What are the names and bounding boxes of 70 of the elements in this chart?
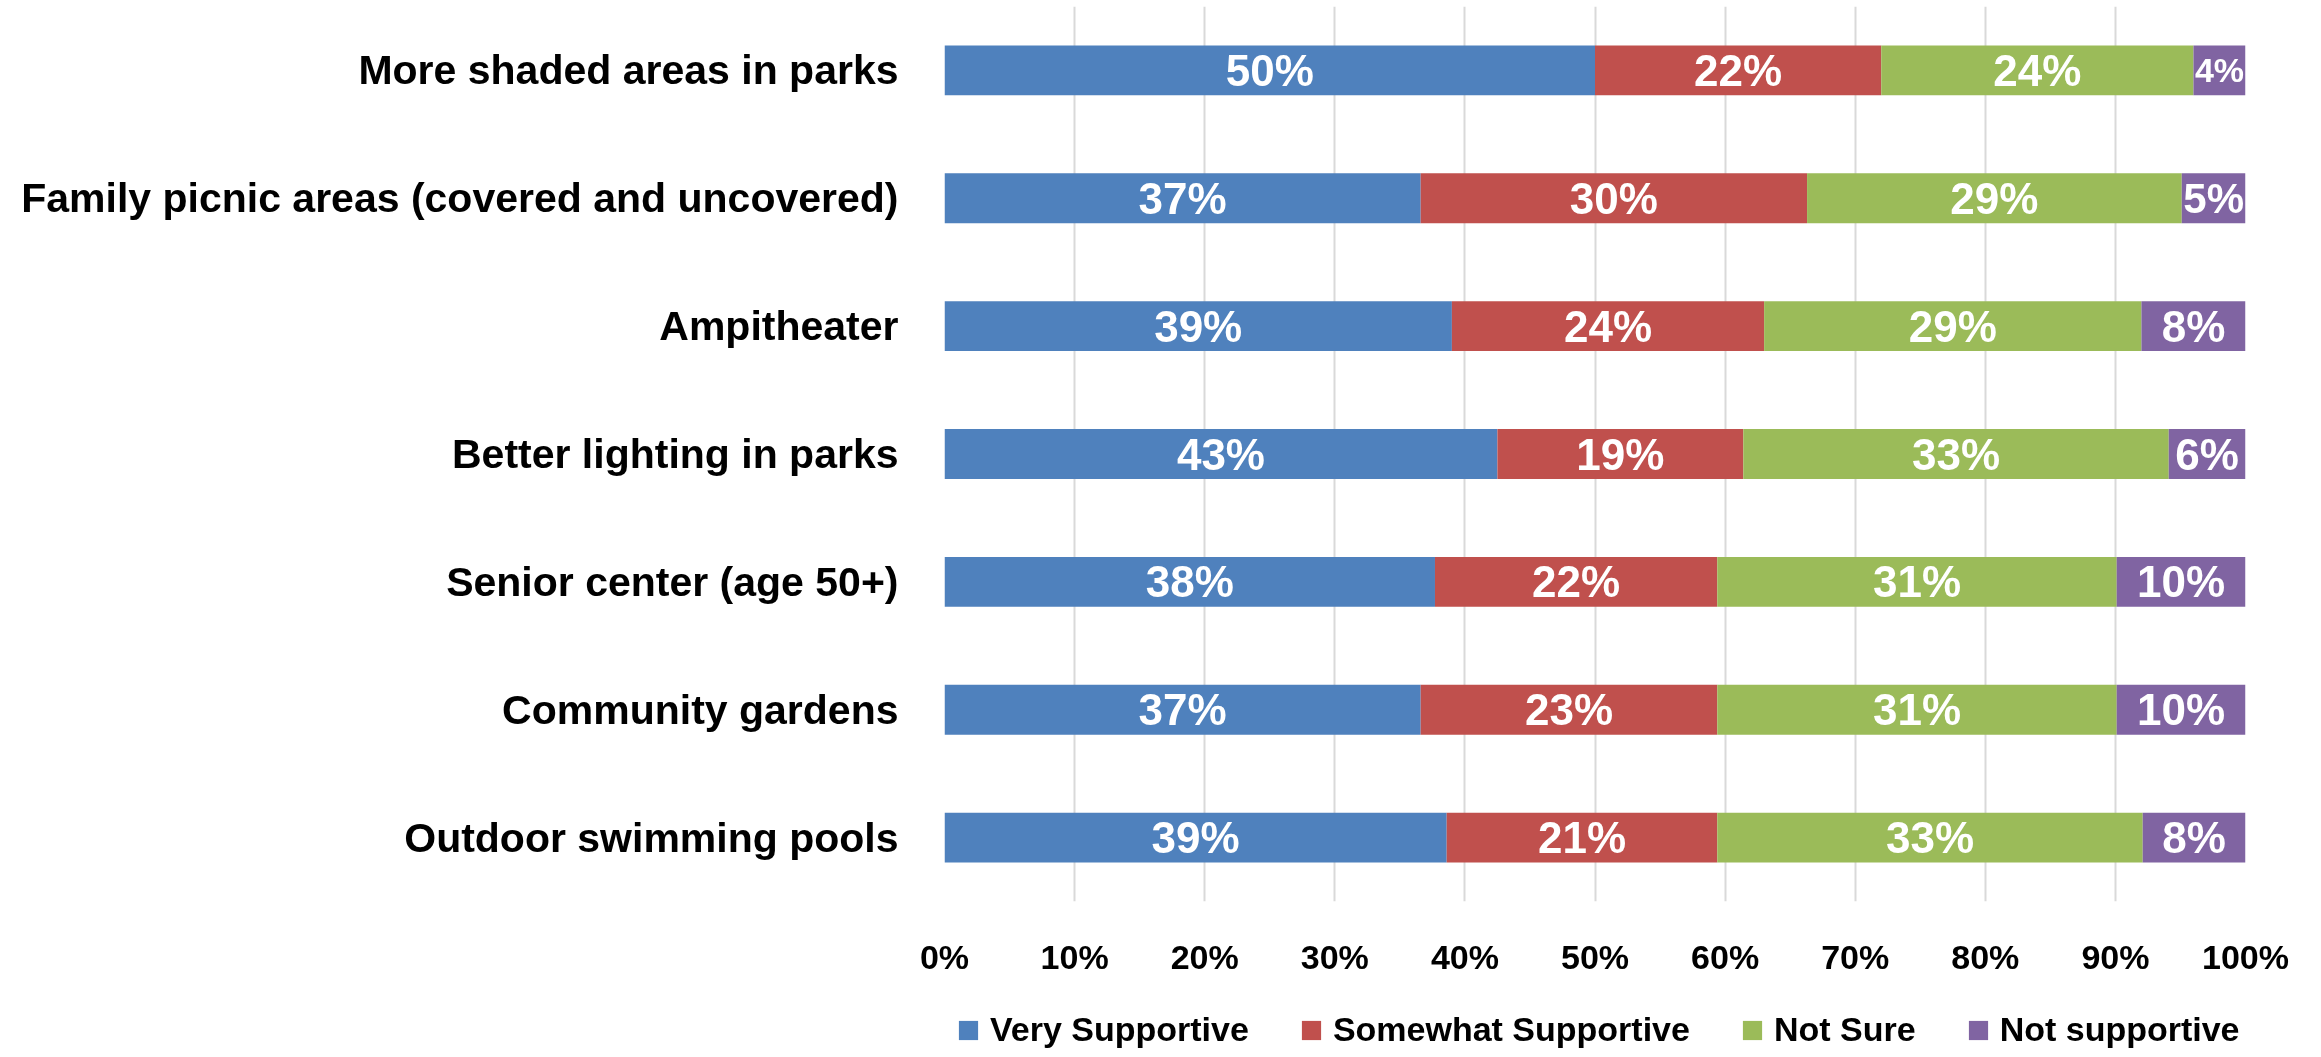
data-label: 23% <box>1524 685 1614 735</box>
bar <box>944 45 1595 96</box>
data-label: 50% <box>1225 45 1314 95</box>
data-label: 37% <box>1138 685 1227 735</box>
legend-label: Not Sure <box>1773 1010 1916 1049</box>
bar <box>944 173 1421 224</box>
data-label: 19% <box>1576 429 1665 479</box>
y-tick-label: Community gardens <box>502 686 899 733</box>
data-label: 10% <box>2137 685 2226 735</box>
bar <box>1434 556 1718 607</box>
bar <box>1446 812 1718 863</box>
y-tick-label: More shaded areas in parks <box>358 47 899 94</box>
x-tick-label: 90% <box>2081 937 2150 976</box>
bar <box>1420 684 1718 735</box>
bar <box>944 684 1421 735</box>
data-label: 29% <box>1908 301 1997 351</box>
bar <box>1595 45 1882 96</box>
legend-label: Somewhat Supportive <box>1332 1010 1690 1049</box>
y-tick-label: Better lighting in parks <box>452 431 899 477</box>
data-label: 24% <box>1993 45 2082 95</box>
data-label: 22% <box>1532 557 1621 607</box>
data-label: 43% <box>1176 429 1266 479</box>
data-label: 39% <box>1154 301 1243 351</box>
data-label: 31% <box>1872 685 1962 735</box>
bar <box>1743 429 2169 479</box>
data-label: 33% <box>1912 429 2001 479</box>
data-label: 38% <box>1145 557 1234 607</box>
data-label: 4% <box>2194 51 2245 90</box>
bar <box>1717 556 2117 607</box>
legend-label: Not supportive <box>1999 1010 2240 1049</box>
data-label: 30% <box>1569 173 1658 223</box>
x-tick-label: 60% <box>1691 937 1760 976</box>
bar <box>1764 301 2142 352</box>
x-tick-label: 30% <box>1300 937 1369 976</box>
data-label: 24% <box>1563 301 1653 351</box>
x-tick-label: 20% <box>1170 937 1239 976</box>
bar <box>1717 812 2143 863</box>
x-tick-label: 10% <box>1040 937 1109 976</box>
y-tick-label: Senior center (age 50+) <box>446 558 899 605</box>
bar <box>1807 173 2182 224</box>
data-label: 5% <box>2183 174 2244 222</box>
data-label: 22% <box>1694 45 1783 95</box>
y-tick-label: Outdoor swimming pools <box>404 814 899 861</box>
bar <box>944 301 1452 352</box>
data-label: 29% <box>1950 173 2039 223</box>
bar <box>1717 684 2117 735</box>
bar <box>944 556 1435 607</box>
data-label: 10% <box>2137 557 2226 607</box>
data-label: 8% <box>2162 813 2226 863</box>
data-label: 6% <box>2175 429 2239 479</box>
x-tick-label: 70% <box>1821 937 1890 976</box>
bar <box>944 812 1447 863</box>
data-label: 21% <box>1537 813 1627 863</box>
y-tick-label: Ampitheater <box>659 303 899 350</box>
x-tick-label: 100% <box>2202 937 2289 976</box>
bar <box>1451 301 1765 352</box>
data-label: 31% <box>1872 557 1962 607</box>
x-tick-label: 50% <box>1560 937 1630 976</box>
y-tick-label: Family picnic areas (covered and uncovered) <box>21 175 899 222</box>
data-label: 39% <box>1151 813 1240 863</box>
data-label: 33% <box>1885 813 1975 863</box>
bar <box>1420 173 1808 224</box>
data-label: 8% <box>2161 301 2226 351</box>
bar <box>944 429 1498 479</box>
legend-label: Very Supportive <box>990 1010 1249 1049</box>
x-tick-label: 0% <box>919 937 970 976</box>
x-tick-label: 40% <box>1430 937 1499 976</box>
x-tick-label: 80% <box>1951 937 2020 976</box>
data-label: 37% <box>1138 173 1227 223</box>
bar <box>1881 45 2194 96</box>
